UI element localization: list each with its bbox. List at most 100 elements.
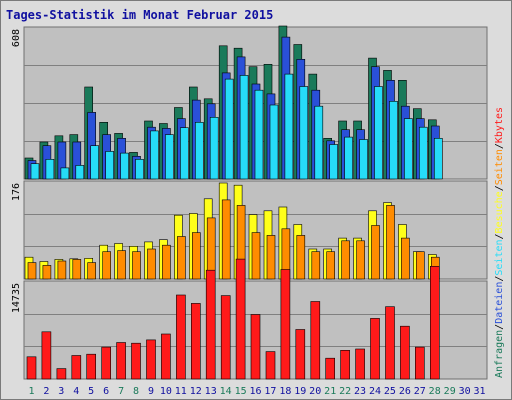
bar-middle-series1-day16: [251, 232, 261, 280]
bar-bottom-series0-day8: [131, 342, 141, 380]
legend-separator: /: [494, 324, 505, 330]
legend-entry: Dateien: [494, 282, 505, 324]
bar-middle-series1-day4: [72, 259, 82, 280]
legend-separator: /: [494, 233, 505, 239]
x-tick-label: 11: [175, 386, 187, 397]
bar-top-series2-day11: [180, 127, 189, 180]
legend-entry: Seiten: [494, 239, 505, 275]
panel-top: 608: [11, 25, 488, 180]
bar-top-series2-day9: [150, 130, 159, 180]
bar-bottom-series0-day21: [325, 357, 336, 380]
legend-entry: Anfragen: [494, 330, 505, 378]
max-label-bottom: 14735: [11, 283, 22, 313]
x-tick-label: 19: [294, 386, 306, 397]
bar-bottom-series0-day5: [86, 353, 96, 380]
bar-top-series2-day1: [30, 163, 40, 180]
legend-entry: Seiten: [494, 149, 505, 185]
bar-middle-series1-day20: [311, 251, 321, 280]
x-tick-label: 13: [205, 386, 217, 397]
bar-bottom-series0-day26: [400, 325, 410, 380]
x-tick-label: 24: [369, 386, 381, 397]
x-tick-label: 2: [43, 386, 49, 397]
x-tick-label: 10: [160, 386, 172, 397]
bar-bottom-series0-day3: [56, 368, 67, 380]
x-tick-label: 1: [28, 386, 34, 397]
panel-middle: 176: [11, 180, 488, 280]
bar-bottom-series0-day13: [205, 269, 216, 380]
bar-middle-series1-day26: [401, 237, 410, 280]
chart-title: Tages-Statistik im Monat Februar 2015: [6, 8, 273, 22]
bar-top-series2-day27: [418, 126, 428, 180]
bar-middle-series1-day8: [132, 251, 141, 280]
bar-top-series2-day6: [105, 151, 114, 180]
x-tick-label: 3: [58, 386, 64, 397]
x-tick-label: 21: [324, 386, 336, 397]
bar-middle-series1-day13: [206, 217, 216, 280]
bar-bottom-series0-day6: [101, 346, 111, 380]
panel-bottom: 14735: [11, 258, 488, 380]
bar-bottom-series0-day4: [71, 355, 82, 380]
bar-bottom-series0-day7: [116, 342, 126, 380]
x-tick-label: 9: [148, 386, 154, 397]
bar-middle-series1-day19: [296, 235, 306, 280]
x-tick-label: 23: [354, 386, 366, 397]
bar-bottom-series0-day1: [26, 356, 37, 380]
legend-separator: /: [494, 276, 505, 282]
x-tick-label: 18: [279, 386, 291, 397]
x-tick-label: 5: [88, 386, 94, 397]
bar-middle-series1-day10: [162, 244, 171, 280]
bar-top-series2-day19: [299, 86, 309, 180]
bar-top-series2-day2: [45, 159, 55, 180]
x-tick-label: 31: [473, 386, 485, 397]
bar-top-series2-day8: [135, 159, 144, 180]
bar-middle-series1-day14: [221, 199, 231, 280]
x-tick-label: 4: [73, 386, 79, 397]
x-tick-label: 30: [459, 386, 471, 397]
bar-top-series2-day12: [195, 122, 204, 180]
bar-bottom-series0-day10: [161, 333, 171, 380]
bar-middle-series1-day3: [57, 260, 67, 280]
bar-middle-series1-day5: [87, 262, 96, 280]
max-label-middle: 176: [11, 183, 22, 201]
x-tick-label: 29: [444, 386, 456, 397]
bar-middle-series1-day25: [386, 205, 395, 280]
x-tick-label: 7: [118, 386, 124, 397]
bar-middle-series1-day22: [341, 240, 350, 280]
x-tick-label: 12: [190, 386, 202, 397]
bar-top-series2-day15: [239, 75, 249, 180]
bar-top-series2-day3: [60, 167, 70, 180]
x-tick-label: 17: [264, 386, 276, 397]
bar-bottom-series0-day23: [355, 348, 365, 380]
x-tick-label: 20: [309, 386, 321, 397]
bar-bottom-series0-day11: [176, 294, 186, 380]
legend-entry: Besuche: [494, 191, 505, 233]
x-tick-label: 28: [429, 386, 441, 397]
bar-bottom-series0-day14: [220, 295, 231, 380]
bar-bottom-series0-day16: [250, 314, 261, 380]
x-tick-label: 27: [414, 386, 426, 397]
bar-top-series2-day5: [90, 145, 99, 180]
bar-bottom-series0-day9: [146, 339, 156, 380]
bar-middle-series1-day11: [177, 236, 186, 280]
bar-top-series2-day17: [269, 104, 279, 180]
bar-bottom-series0-day25: [385, 306, 395, 380]
x-tick-label: 16: [249, 386, 261, 397]
bar-bottom-series0-day28: [429, 265, 440, 380]
bar-middle-series1-day27: [415, 251, 425, 280]
right-legend: Anfragen/Dateien/Seiten/Besuche/Seiten/K…: [494, 107, 505, 378]
bar-top-series2-day25: [389, 101, 398, 180]
bar-bottom-series0-day12: [191, 303, 201, 380]
bar-top-series2-day28: [433, 138, 443, 180]
bar-middle-series1-day7: [117, 250, 126, 280]
x-tick-label: 26: [399, 386, 411, 397]
bar-bottom-series0-day19: [295, 329, 306, 380]
bar-bottom-series0-day15: [235, 258, 246, 380]
bar-bottom-series0-day18: [280, 269, 291, 380]
bar-middle-series1-day12: [192, 232, 201, 280]
bar-top-series2-day26: [404, 118, 413, 180]
legend-separator: /: [494, 185, 505, 191]
bar-top-series2-day21: [329, 144, 339, 180]
max-label-top: 608: [11, 29, 22, 47]
x-tick-label: 22: [339, 386, 351, 397]
